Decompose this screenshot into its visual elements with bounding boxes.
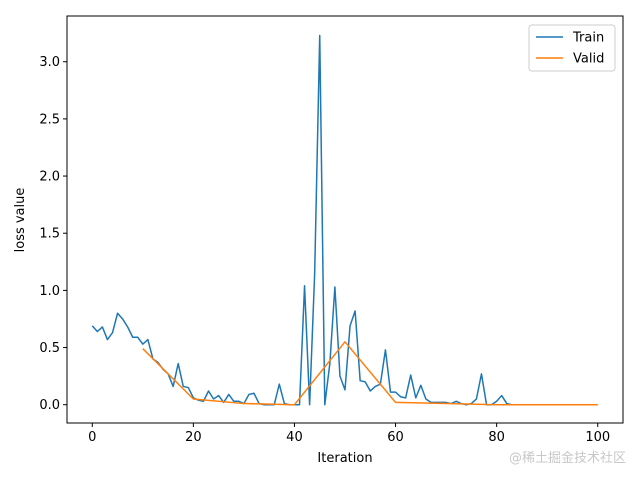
y-axis-label: loss value xyxy=(13,188,28,253)
x-tick-label: 80 xyxy=(488,430,505,445)
y-tick-label: 1.5 xyxy=(39,227,60,242)
y-axis: 0.0 0.5 1.0 1.5 2.0 2.5 3.0 xyxy=(39,55,67,413)
y-tick-label: 1.0 xyxy=(39,284,60,299)
y-tick-label: 2.0 xyxy=(39,170,60,185)
legend-label-train: Train xyxy=(572,31,604,46)
legend: Train Valid xyxy=(528,24,616,72)
x-tick-label: 60 xyxy=(387,430,404,445)
series-line-train xyxy=(91,34,598,406)
axes-frame xyxy=(66,15,624,424)
series-line-valid xyxy=(142,341,598,406)
x-tick-label: 0 xyxy=(88,430,96,445)
legend-label-valid: Valid xyxy=(573,52,604,67)
watermark: @稀土掘金技术社区 xyxy=(509,450,626,466)
plot-area xyxy=(91,34,598,406)
x-axis: 0 20 40 60 80 100 xyxy=(88,423,610,445)
x-tick-label: 20 xyxy=(185,430,202,445)
y-tick-label: 2.5 xyxy=(39,112,60,127)
x-tick-label: 100 xyxy=(585,430,610,445)
x-axis-label: Iteration xyxy=(317,451,372,466)
y-tick-label: 0.5 xyxy=(39,341,60,356)
y-tick-label: 3.0 xyxy=(39,55,60,70)
x-tick-label: 40 xyxy=(286,430,303,445)
y-tick-label: 0.0 xyxy=(39,398,60,413)
